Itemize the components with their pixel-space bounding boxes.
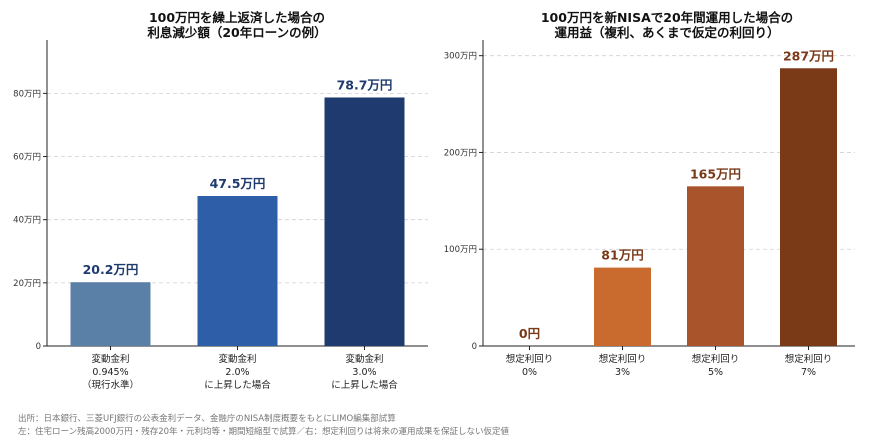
chart-title-line: 100万円を繰上返済した場合の [149, 10, 325, 25]
bar [70, 282, 151, 346]
x-tick-label: 7% [801, 367, 816, 378]
bar-value-label: 165万円 [690, 166, 741, 181]
y-tick-label: 0 [36, 342, 41, 352]
x-tick-label: 3% [615, 367, 630, 378]
bar-value-label: 78.7万円 [337, 77, 393, 92]
x-tick-label: に上昇した場合 [204, 379, 271, 391]
bar [197, 196, 278, 346]
x-tick-label: に上昇した場合 [331, 379, 398, 391]
x-tick-label: 想定利回り [785, 353, 833, 365]
footer-source: 出所：日本銀行、三菱UFJ銀行の公表金利データ、金融庁のNISA制度概要をもとに… [18, 414, 396, 424]
footer-note: 左：住宅ローン残高2000万円・残存20年・元利均等・期間短縮型で試算／右：想定… [18, 427, 510, 437]
x-tick-label: 0% [522, 367, 537, 378]
x-tick-label: 想定利回り [506, 353, 554, 365]
x-tick-label: （現行水準） [82, 379, 139, 391]
bar [594, 267, 651, 346]
x-tick-label: 想定利回り [599, 353, 647, 365]
bar-value-label: 0円 [519, 326, 540, 341]
x-tick-label: 変動金利 [91, 353, 129, 365]
y-tick-label: 100万円 [444, 245, 477, 255]
x-tick-label: 変動金利 [345, 353, 383, 365]
y-tick-label: 40万円 [13, 216, 41, 226]
x-tick-label: 変動金利 [218, 353, 256, 365]
bar-value-label: 47.5万円 [210, 176, 266, 191]
y-tick-label: 0 [472, 342, 477, 352]
chart-title-line: 利息減少額（20年ローンの例） [147, 25, 326, 40]
x-tick-label: 3.0% [352, 367, 376, 378]
y-tick-label: 20万円 [13, 279, 41, 289]
bar-value-label: 287万円 [783, 48, 834, 63]
chart-title-line: 運用益（複利、あくまで仮定の利回り） [554, 25, 779, 40]
chart-title-line: 100万円を新NISAで20年間運用した場合の [541, 10, 793, 25]
bar [324, 97, 405, 346]
bar-value-label: 81万円 [601, 248, 643, 263]
x-tick-label: 0.945% [92, 367, 128, 378]
bar-value-label: 20.2万円 [83, 262, 139, 277]
y-tick-label: 300万円 [444, 52, 477, 62]
x-tick-label: 想定利回り [692, 353, 740, 365]
y-tick-label: 60万円 [13, 153, 41, 163]
y-tick-label: 80万円 [13, 89, 41, 99]
bar [687, 186, 744, 346]
bar [780, 68, 837, 347]
x-tick-label: 2.0% [225, 367, 249, 378]
y-tick-label: 200万円 [444, 148, 477, 158]
chart-nisa-returns: 100万円を新NISAで20年間運用した場合の運用益（複利、あくまで仮定の利回り… [444, 10, 855, 378]
x-tick-label: 5% [708, 367, 723, 378]
